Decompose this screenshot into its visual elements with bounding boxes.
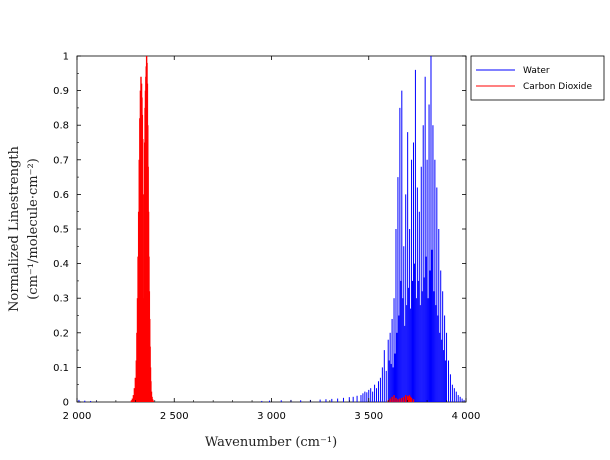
y-axis-title-line1: Normalized Linestrength: [7, 145, 22, 311]
x-tick-label-2: 3 000: [257, 411, 286, 422]
y-tick-label-7: 0.7: [53, 155, 69, 166]
y-tick-label-3: 0.3: [53, 294, 69, 305]
y-tick-label-6: 0.6: [53, 190, 69, 201]
legend-label-water: Water: [523, 66, 550, 76]
legend: Water Carbon Dioxide: [470, 55, 605, 101]
y-tick-label-5: 0.5: [53, 225, 69, 236]
series-carbon-dioxide: [130, 56, 415, 402]
y-axis-ticks: 0 0.1 0.2 0.3 0.4 0.5 0.6 0.7 0.8 0.9 1: [53, 52, 466, 409]
legend-label-carbon-dioxide: Carbon Dioxide: [523, 82, 592, 92]
x-tick-label-0: 2 000: [63, 411, 92, 422]
x-tick-label-4: 4 000: [452, 411, 481, 422]
y-tick-label-0: 0: [63, 398, 69, 409]
series-layer: [78, 56, 465, 402]
y-tick-label-10: 1: [63, 52, 69, 63]
legend-box: [470, 55, 605, 101]
x-axis-ticks: 2 000 2 500 3 000 3 500 4 000: [63, 56, 481, 422]
y-tick-label-8: 0.8: [53, 121, 69, 132]
x-axis-title: Wavenumber (cm⁻¹): [205, 435, 337, 450]
y-tick-label-4: 0.4: [53, 259, 69, 270]
x-tick-label-3: 3 500: [354, 411, 383, 422]
series-water: [78, 56, 465, 402]
x-tick-label-1: 2 500: [160, 411, 189, 422]
y-axis-title-line2: (cm⁻¹/molecule·cm⁻²): [26, 158, 41, 300]
y-tick-label-1: 0.1: [53, 363, 69, 374]
y-tick-label-2: 0.2: [53, 328, 69, 339]
y-tick-label-9: 0.9: [53, 86, 69, 97]
